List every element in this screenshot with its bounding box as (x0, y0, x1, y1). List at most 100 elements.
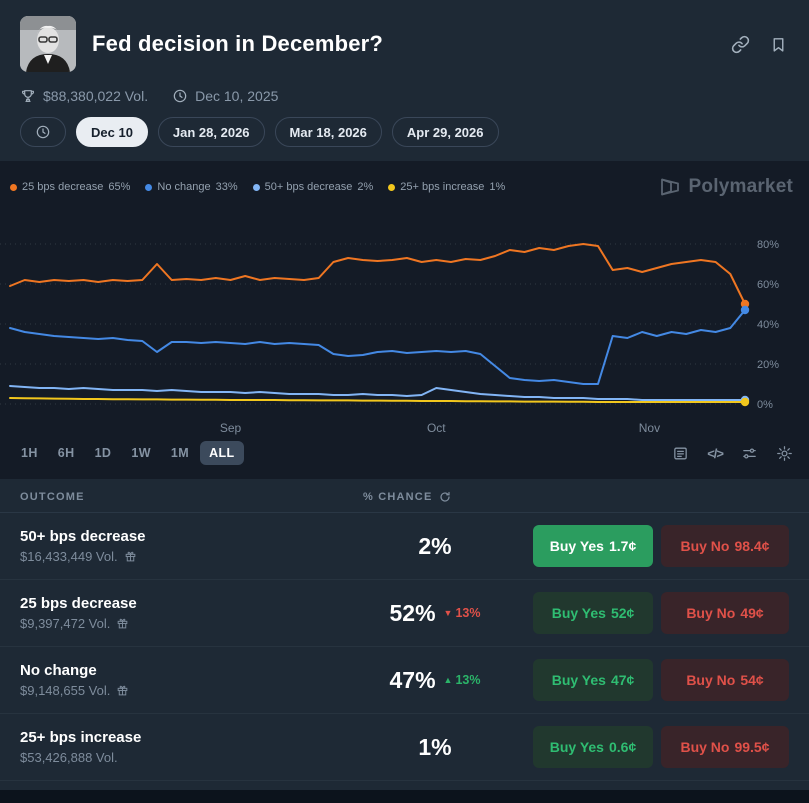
legend-label: 50+ bps decrease (264, 181, 353, 193)
outcome-name[interactable]: No change (20, 662, 97, 679)
outcome-cell: No change $9,148,655 Vol. (20, 662, 345, 698)
buy-yes-button[interactable]: Buy Yes 47¢ (533, 659, 653, 701)
gift-icon (125, 551, 135, 562)
chart-tools: </> (672, 445, 793, 462)
chart-line-25-bps-increase (9, 397, 746, 403)
buy-no-button[interactable]: Buy No 49¢ (661, 592, 789, 634)
chance-column-header: % CHANCE (345, 491, 525, 503)
chart-line-50-bps-decrease (9, 385, 746, 401)
timeline-clock-button[interactable] (20, 117, 66, 147)
outcome-name[interactable]: 25 bps decrease (20, 595, 137, 612)
date-tab-jan-28[interactable]: Jan 28, 2026 (157, 117, 265, 147)
buy-yes-label: Buy Yes (551, 605, 606, 621)
market-avatar (20, 16, 76, 72)
range-1d[interactable]: 1D (86, 441, 121, 465)
chart-end-dot-25-bps-increase (740, 397, 750, 407)
up-triangle-icon: ▲ (443, 674, 453, 685)
chance-header-label: % CHANCE (363, 491, 433, 503)
y-axis-label: 20% (757, 359, 779, 371)
buy-yes-button[interactable]: Buy Yes 0.6¢ (533, 726, 653, 768)
volume-trophy-icon (21, 90, 35, 102)
buy-yes-price: 1.7¢ (608, 538, 637, 554)
x-axis-label: Oct (427, 421, 446, 435)
date-tab-apr-29[interactable]: Apr 29, 2026 (391, 117, 499, 147)
table-row[interactable]: 50+ bps decrease $16,433,449 Vol. 2% Buy… (0, 513, 809, 580)
chart-section: 25 bps decrease 65% No change 33% 50+ bp… (0, 161, 809, 479)
news-document-icon[interactable] (672, 445, 689, 462)
trade-buttons: Buy Yes 1.7¢ Buy No 98.4¢ (525, 525, 789, 567)
legend-label: 25 bps decrease (22, 181, 104, 193)
volume-total: $88,380,022 Vol. (43, 88, 149, 104)
range-6h[interactable]: 6H (49, 441, 84, 465)
chance-cell: 52% ▼ 13% (345, 600, 525, 627)
bookmark-icon[interactable] (770, 35, 787, 54)
buy-yes-label: Buy Yes (549, 739, 604, 755)
chart-line-no-change (9, 309, 746, 385)
market-avatar-image (20, 16, 76, 72)
buy-no-label: Buy No (686, 672, 736, 688)
legend-item: 25 bps decrease 65% (10, 181, 130, 193)
refresh-icon[interactable] (439, 491, 451, 503)
buy-no-button[interactable]: Buy No 98.4¢ (661, 525, 789, 567)
legend-dot (10, 183, 17, 191)
range-1h[interactable]: 1H (12, 441, 47, 465)
outcome-volume: $16,433,449 Vol. (20, 549, 345, 564)
buy-no-label: Buy No (680, 538, 730, 554)
trade-buttons: Buy Yes 52¢ Buy No 49¢ (525, 592, 789, 634)
buy-no-label: Buy No (686, 605, 736, 621)
legend-item: 50+ bps decrease 2% (252, 181, 373, 193)
buy-yes-button[interactable]: Buy Yes 52¢ (533, 592, 653, 634)
legend-value: 1% (489, 181, 506, 193)
chance-cell: 2% (345, 533, 525, 560)
x-axis-label: Nov (639, 421, 660, 435)
y-axis-label: 60% (757, 279, 779, 291)
legend-value: 33% (215, 181, 238, 193)
chart-end-dot-no-change (740, 305, 750, 315)
table-row[interactable]: 25 bps decrease $9,397,472 Vol. 52% ▼ 13… (0, 580, 809, 647)
y-axis-label: 0% (757, 399, 773, 411)
date-tab-mar-18[interactable]: Mar 18, 2026 (274, 117, 382, 147)
legend-item: No change 33% (145, 181, 238, 193)
buy-yes-label: Buy Yes (549, 538, 604, 554)
chart-toolbar: 1H 6H 1D 1W 1M ALL </> (0, 441, 809, 479)
share-link-icon[interactable] (731, 35, 750, 54)
range-1m[interactable]: 1M (162, 441, 198, 465)
outcome-volume: $9,397,472 Vol. (20, 616, 345, 631)
buy-no-label: Buy No (680, 739, 730, 755)
outcome-cell: 25 bps decrease $9,397,472 Vol. (20, 595, 345, 631)
outcome-name[interactable]: 50+ bps decrease (20, 528, 146, 545)
range-1w[interactable]: 1W (122, 441, 160, 465)
outcome-cell: 25+ bps increase $53,426,888 Vol. (20, 729, 345, 765)
trade-buttons: Buy Yes 0.6¢ Buy No 99.5¢ (525, 726, 789, 768)
outcome-volume: $9,148,655 Vol. (20, 683, 345, 698)
outcome-name[interactable]: 25+ bps increase (20, 729, 142, 746)
gear-icon[interactable] (776, 445, 793, 462)
price-chart: 0% 20% 40% 60% 80% Sep Oct Nov (0, 239, 779, 435)
market-stats: $88,380,022 Vol. Dec 10, 2025 (0, 72, 809, 104)
buy-no-button[interactable]: Buy No 54¢ (661, 659, 789, 701)
table-row[interactable]: 25+ bps increase $53,426,888 Vol. 1% Buy… (0, 714, 809, 781)
buy-yes-button[interactable]: Buy Yes 1.7¢ (533, 525, 653, 567)
clock-history-icon (36, 125, 50, 139)
sliders-settings-icon[interactable] (741, 445, 758, 462)
gift-icon (118, 685, 128, 696)
buy-no-button[interactable]: Buy No 99.5¢ (661, 726, 789, 768)
clock-icon (173, 89, 187, 103)
chance-cell: 1% (345, 734, 525, 761)
change-value: 13% (455, 606, 481, 620)
table-row[interactable]: No change $9,148,655 Vol. 47% ▲ 13% Buy … (0, 647, 809, 714)
buy-no-price: 99.5¢ (734, 739, 770, 755)
volume-text: $16,433,449 Vol. (20, 549, 118, 564)
y-axis-label: 40% (757, 319, 779, 331)
chance-value: 1% (418, 733, 452, 760)
volume-text: $9,397,472 Vol. (20, 616, 111, 631)
outcome-volume: $53,426,888 Vol. (20, 750, 345, 765)
date-tab-dec-10[interactable]: Dec 10 (76, 117, 148, 147)
volume-text: $53,426,888 Vol. (20, 750, 118, 765)
change-value: 13% (455, 673, 481, 687)
legend-item: 25+ bps increase 1% (388, 181, 505, 193)
range-all[interactable]: ALL (200, 441, 244, 465)
embed-code-icon[interactable]: </> (707, 445, 724, 461)
chart-end-dot-25-bps-decrease (740, 299, 750, 309)
chance-cell: 47% ▲ 13% (345, 667, 525, 694)
